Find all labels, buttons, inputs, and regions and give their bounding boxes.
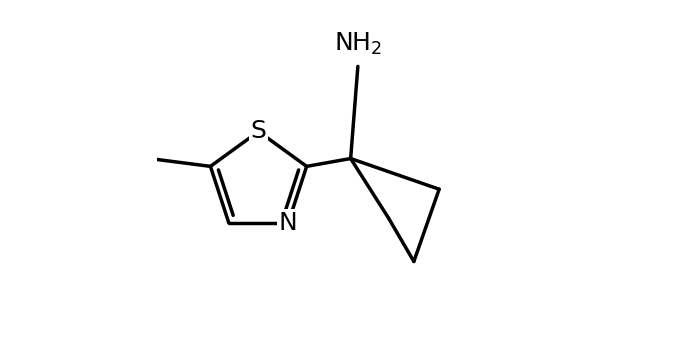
Text: N: N xyxy=(279,211,297,235)
Text: S: S xyxy=(251,119,266,143)
Text: NH$_2$: NH$_2$ xyxy=(334,31,382,58)
